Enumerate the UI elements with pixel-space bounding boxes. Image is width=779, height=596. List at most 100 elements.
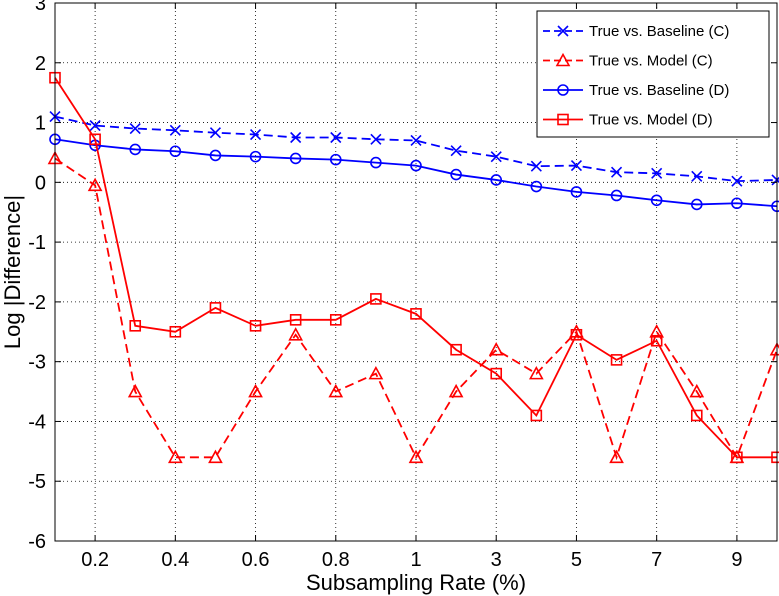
x-marker <box>570 160 583 172</box>
triangle-marker <box>328 383 344 398</box>
square-marker <box>89 133 101 146</box>
square-marker <box>450 343 462 356</box>
x-marker <box>249 128 262 141</box>
square-marker <box>169 325 182 338</box>
circle-marker <box>650 194 663 207</box>
y-tick-label: -4 <box>28 411 46 433</box>
x-tick-label: 0.8 <box>322 549 350 571</box>
legend-item: True vs. Model (C) <box>543 53 713 70</box>
y-tick-label: -2 <box>28 292 46 314</box>
triangle-marker <box>127 383 143 398</box>
series-1 <box>49 111 779 187</box>
series-4 <box>49 71 779 464</box>
circle-marker <box>169 145 182 158</box>
triangle-marker <box>288 327 304 341</box>
square-marker <box>650 334 663 347</box>
circle-marker <box>690 198 703 211</box>
square-marker <box>610 354 623 366</box>
legend-label: True vs. Baseline (D) <box>589 82 729 99</box>
triangle-marker <box>609 449 624 464</box>
square-marker <box>329 314 342 326</box>
circle-marker <box>209 149 222 162</box>
triangle-marker <box>488 342 504 356</box>
triangle-marker <box>167 449 183 464</box>
circle-marker <box>557 84 569 96</box>
triangle-marker <box>689 383 705 398</box>
x-tick-label: 5 <box>571 549 582 571</box>
x-tick-label: 0.6 <box>242 549 270 571</box>
square-marker <box>530 409 543 422</box>
series-layer <box>47 71 779 464</box>
circle-marker <box>289 152 302 165</box>
square-marker <box>410 308 422 320</box>
y-tick-label: 1 <box>35 113 46 135</box>
square-marker <box>570 328 583 341</box>
y-tick-label: 2 <box>35 53 46 75</box>
square-marker <box>129 319 142 332</box>
circle-marker <box>490 174 503 186</box>
circle-marker <box>450 168 462 181</box>
legend-item: True vs. Baseline (D) <box>543 82 729 99</box>
square-marker <box>249 319 262 332</box>
x-marker <box>450 145 462 157</box>
x-marker <box>129 122 141 135</box>
y-tick-label: -6 <box>28 531 46 553</box>
x-marker <box>490 151 502 163</box>
series-3 <box>49 133 779 213</box>
triangle-marker <box>649 324 665 338</box>
series-line <box>54 138 778 208</box>
x-tick-label: 9 <box>731 549 742 571</box>
circle-marker <box>129 143 142 156</box>
triangle-marker <box>248 383 263 398</box>
square-marker <box>557 113 569 126</box>
y-tick-label: 3 <box>35 0 46 15</box>
series-line <box>54 157 778 461</box>
tick-labels: -6 -5 -4 -3 -2 -1 0 1 2 3 0.2 0.4 0.6 0.8 1 3 5 7 9 <box>28 0 742 571</box>
x-marker <box>410 134 422 147</box>
x-tick-label: 1 <box>410 549 421 571</box>
circle-marker <box>249 150 262 163</box>
y-tick-label: -1 <box>28 232 46 254</box>
x-marker <box>731 175 743 187</box>
legend-box <box>536 10 770 138</box>
circle-marker <box>410 159 422 172</box>
legend-label: True vs. Baseline (C) <box>589 23 729 40</box>
circle-marker <box>610 189 623 202</box>
square-marker <box>209 302 222 314</box>
legend-item: True vs. Model (D) <box>543 112 713 129</box>
square-marker <box>289 314 302 326</box>
y-tick-label: -5 <box>28 471 46 493</box>
triangle-marker <box>208 449 223 464</box>
y-tick-label: -3 <box>28 352 46 374</box>
triangle-marker <box>448 383 464 398</box>
square-marker <box>731 451 743 464</box>
square-marker <box>690 409 703 422</box>
x-marker <box>610 166 623 178</box>
x-tick-label: 0.2 <box>81 549 109 571</box>
axes-frame <box>54 2 778 542</box>
triangle-marker <box>87 177 103 192</box>
circle-marker <box>731 197 743 210</box>
triangle-marker <box>408 449 424 464</box>
x-marker <box>651 167 663 179</box>
x-tick-label: 3 <box>491 549 502 571</box>
x-marker <box>290 131 302 144</box>
circle-marker <box>370 156 382 169</box>
x-axis-label: Subsampling Rate (%) <box>306 570 526 595</box>
legend-label: True vs. Model (C) <box>589 53 713 70</box>
x-marker <box>691 170 703 182</box>
x-marker <box>370 133 382 145</box>
square-marker <box>370 293 382 305</box>
axes <box>54 2 778 542</box>
triangle-marker <box>528 365 544 380</box>
x-marker <box>89 119 101 132</box>
legend: True vs. Baseline (C) True vs. Model (C) T… <box>536 10 770 138</box>
x-marker <box>530 160 542 172</box>
legend-label: True vs. Model (D) <box>589 112 713 129</box>
circle-marker <box>570 186 583 198</box>
triangle-marker <box>368 365 384 380</box>
x-tick-label: 0.4 <box>161 549 189 571</box>
series-line <box>54 77 777 459</box>
legend-item: True vs. Baseline (C) <box>543 23 729 40</box>
